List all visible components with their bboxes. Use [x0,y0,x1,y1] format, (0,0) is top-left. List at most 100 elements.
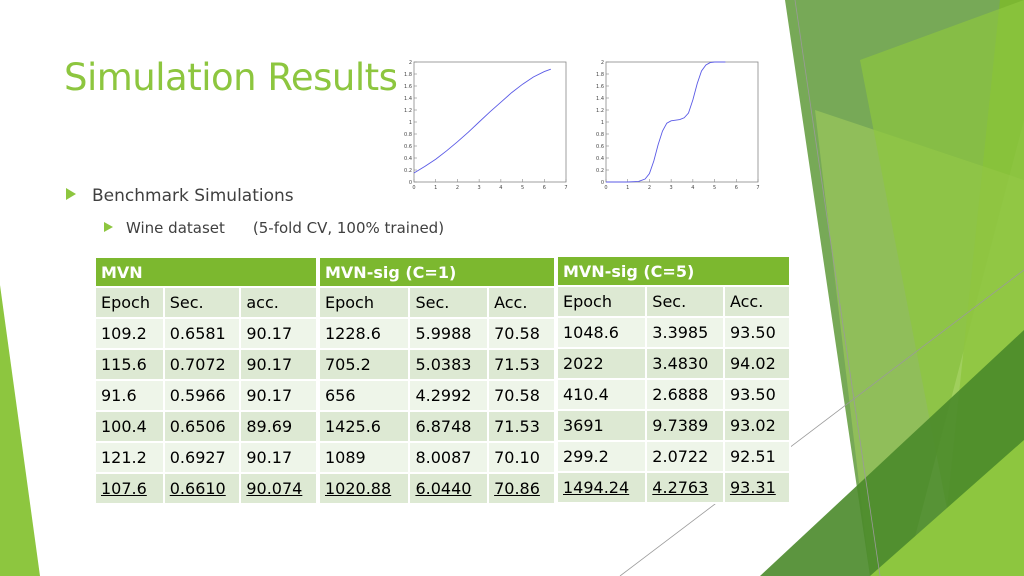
column-header: Acc. [724,287,791,318]
column-header: Sec. [410,288,490,319]
y-tick-label: 1.4 [404,96,412,102]
table-cell: 100.4 [96,412,165,443]
x-tick-label: 5 [713,185,716,190]
x-tick-label: 7 [756,185,759,190]
x-tick-label: 4 [691,185,694,190]
cell-value: 3.4830 [652,354,709,373]
x-tick-label: 0 [604,185,607,190]
x-tick-label: 4 [499,185,502,190]
table-row: 2022 3.4830 94.02 [558,349,791,380]
table-column-row: Epoch Sec. acc. [96,288,318,319]
cell-value: 93.02 [729,416,776,435]
cell-value: 3691 [563,416,604,435]
cell-value: 8.0087 [415,448,472,467]
table-cell: 3691 [558,411,648,442]
cell-value: 70.58 [494,324,540,343]
table-cell: 91.6 [96,381,165,412]
x-tick-label: 2 [648,185,651,190]
y-tick-label: 0.8 [596,132,604,138]
cell-value: 71.53 [494,355,540,374]
x-tick-label: 1 [626,185,629,190]
table-header-row: MVN [96,258,318,288]
cell-value: 71.53 [494,417,540,436]
table-cell: 299.2 [558,442,648,473]
cell-value: 0.6581 [169,324,226,343]
cell-value: 100.4 [101,417,147,436]
plot-sigmoid-curve: 2 1.8 1.6 1.4 1.2 1 0.8 0.6 0.4 0.2 00 1 2 3 4 5 6 7 [596,60,760,190]
x-tick-label: 2 [456,185,459,190]
table-cell: 115.6 [96,350,165,381]
table-cell: 0.6581 [164,319,242,350]
bullet-wine: Wine dataset (5-fold CV, 100% trained) [104,219,444,237]
table-cell: 0.6506 [164,412,242,443]
table-row: 1494.24 4.2763 93.31 [558,473,791,504]
table-cell: 2.0722 [647,442,725,473]
table-cell: 89.69 [241,412,318,443]
table-header-row: MVN-sig (C=5) [558,257,791,287]
table-row: 91.6 0.5966 90.17 [96,381,318,412]
table-row: 705.2 5.0383 71.53 [320,350,556,381]
cell-value: 115.6 [101,355,147,374]
x-tick-label: 7 [564,185,567,190]
cell-value: 70.10 [494,448,540,467]
table-row: 1425.6 6.8748 71.53 [320,412,556,443]
bullet-benchmark-text: Benchmark Simulations [92,186,294,206]
cell-value: 1089 [325,448,366,467]
table-cell: 93.02 [724,411,791,442]
table-row: 1089 8.0087 70.10 [320,443,556,474]
table-row: 1020.88 6.0440 70.86 [320,474,556,505]
table-cell: 1020.88 [320,474,411,505]
table-cell: 4.2992 [410,381,490,412]
plot-series-line [606,61,726,183]
bullet-wine-label: Wine dataset [126,219,225,237]
cell-value: 9.7389 [652,416,709,435]
cell-value: 0.6927 [169,448,226,467]
table-row: 1048.6 3.3985 93.50 [558,318,791,349]
table-row: 100.4 0.6506 89.69 [96,412,318,443]
deco-line-2 [619,269,1024,576]
table-row: 115.6 0.7072 90.17 [96,350,318,381]
plot-series-line [413,68,551,174]
cell-value: 94.02 [729,354,776,373]
table-cell: 0.7072 [164,350,242,381]
table-row: 107.6 0.6610 90.074 [96,474,318,505]
table-cell: 9.7389 [647,411,725,442]
cell-value: 90.17 [246,355,293,374]
table-cell: 93.50 [724,318,791,349]
y-tick-label: 0.4 [404,156,412,162]
y-tick-label: 1.8 [404,72,412,78]
cell-value: 70.86 [494,479,540,498]
y-tick-label: 1.2 [404,108,412,114]
table-mvn: MVN Epoch Sec. acc. 109.2 0.6581 90.17 115.6 0.7… [96,258,318,505]
table-row: 410.4 2.6888 93.50 [558,380,791,411]
y-tick-label: 2 [409,60,412,66]
cell-value: 1228.6 [325,324,381,343]
table-cell: 8.0087 [410,443,490,474]
table-cell: 93.31 [724,473,791,504]
cell-value: 90.17 [246,324,293,343]
cell-value: 90.17 [246,386,293,405]
cell-value: 410.4 [563,385,609,404]
table-cell: 5.0383 [410,350,490,381]
y-tick-label: 1.6 [596,84,604,90]
table-row: 109.2 0.6581 90.17 [96,319,318,350]
cell-value: 6.0440 [415,479,472,498]
cell-value: 5.0383 [415,355,472,374]
cell-value: 109.2 [101,324,147,343]
y-tick-label: 0.2 [596,168,604,174]
table-title: MVN [96,258,318,288]
table-cell: 2022 [558,349,648,380]
y-tick-label: 0 [409,180,412,186]
cell-value: 1425.6 [325,417,381,436]
table-cell: 109.2 [96,319,165,350]
table-row: 1228.6 5.9988 70.58 [320,319,556,350]
bullet-benchmark: Benchmark Simulations [66,186,294,206]
deco-line-1 [794,0,881,576]
x-tick-label: 0 [412,185,415,190]
cell-value: 70.58 [494,386,540,405]
table-cell: 1089 [320,443,411,474]
table-cell: 90.17 [241,319,318,350]
cell-value: 93.31 [729,478,776,497]
y-tick-label: 0.4 [596,156,604,162]
